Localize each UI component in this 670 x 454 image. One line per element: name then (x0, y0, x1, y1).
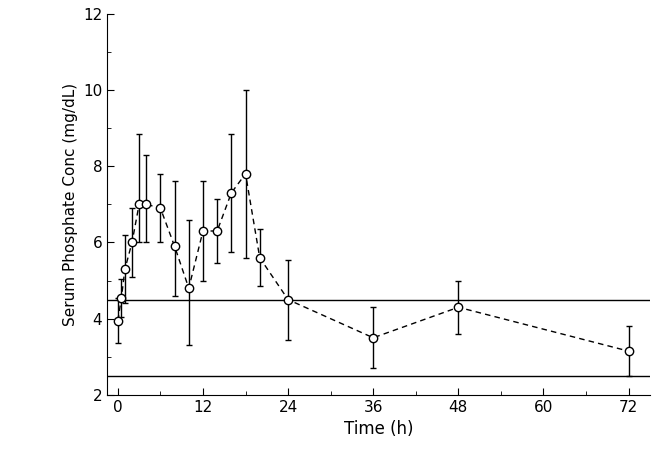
X-axis label: Time (h): Time (h) (344, 420, 413, 439)
Y-axis label: Serum Phosphate Conc (mg/dL): Serum Phosphate Conc (mg/dL) (62, 83, 78, 326)
